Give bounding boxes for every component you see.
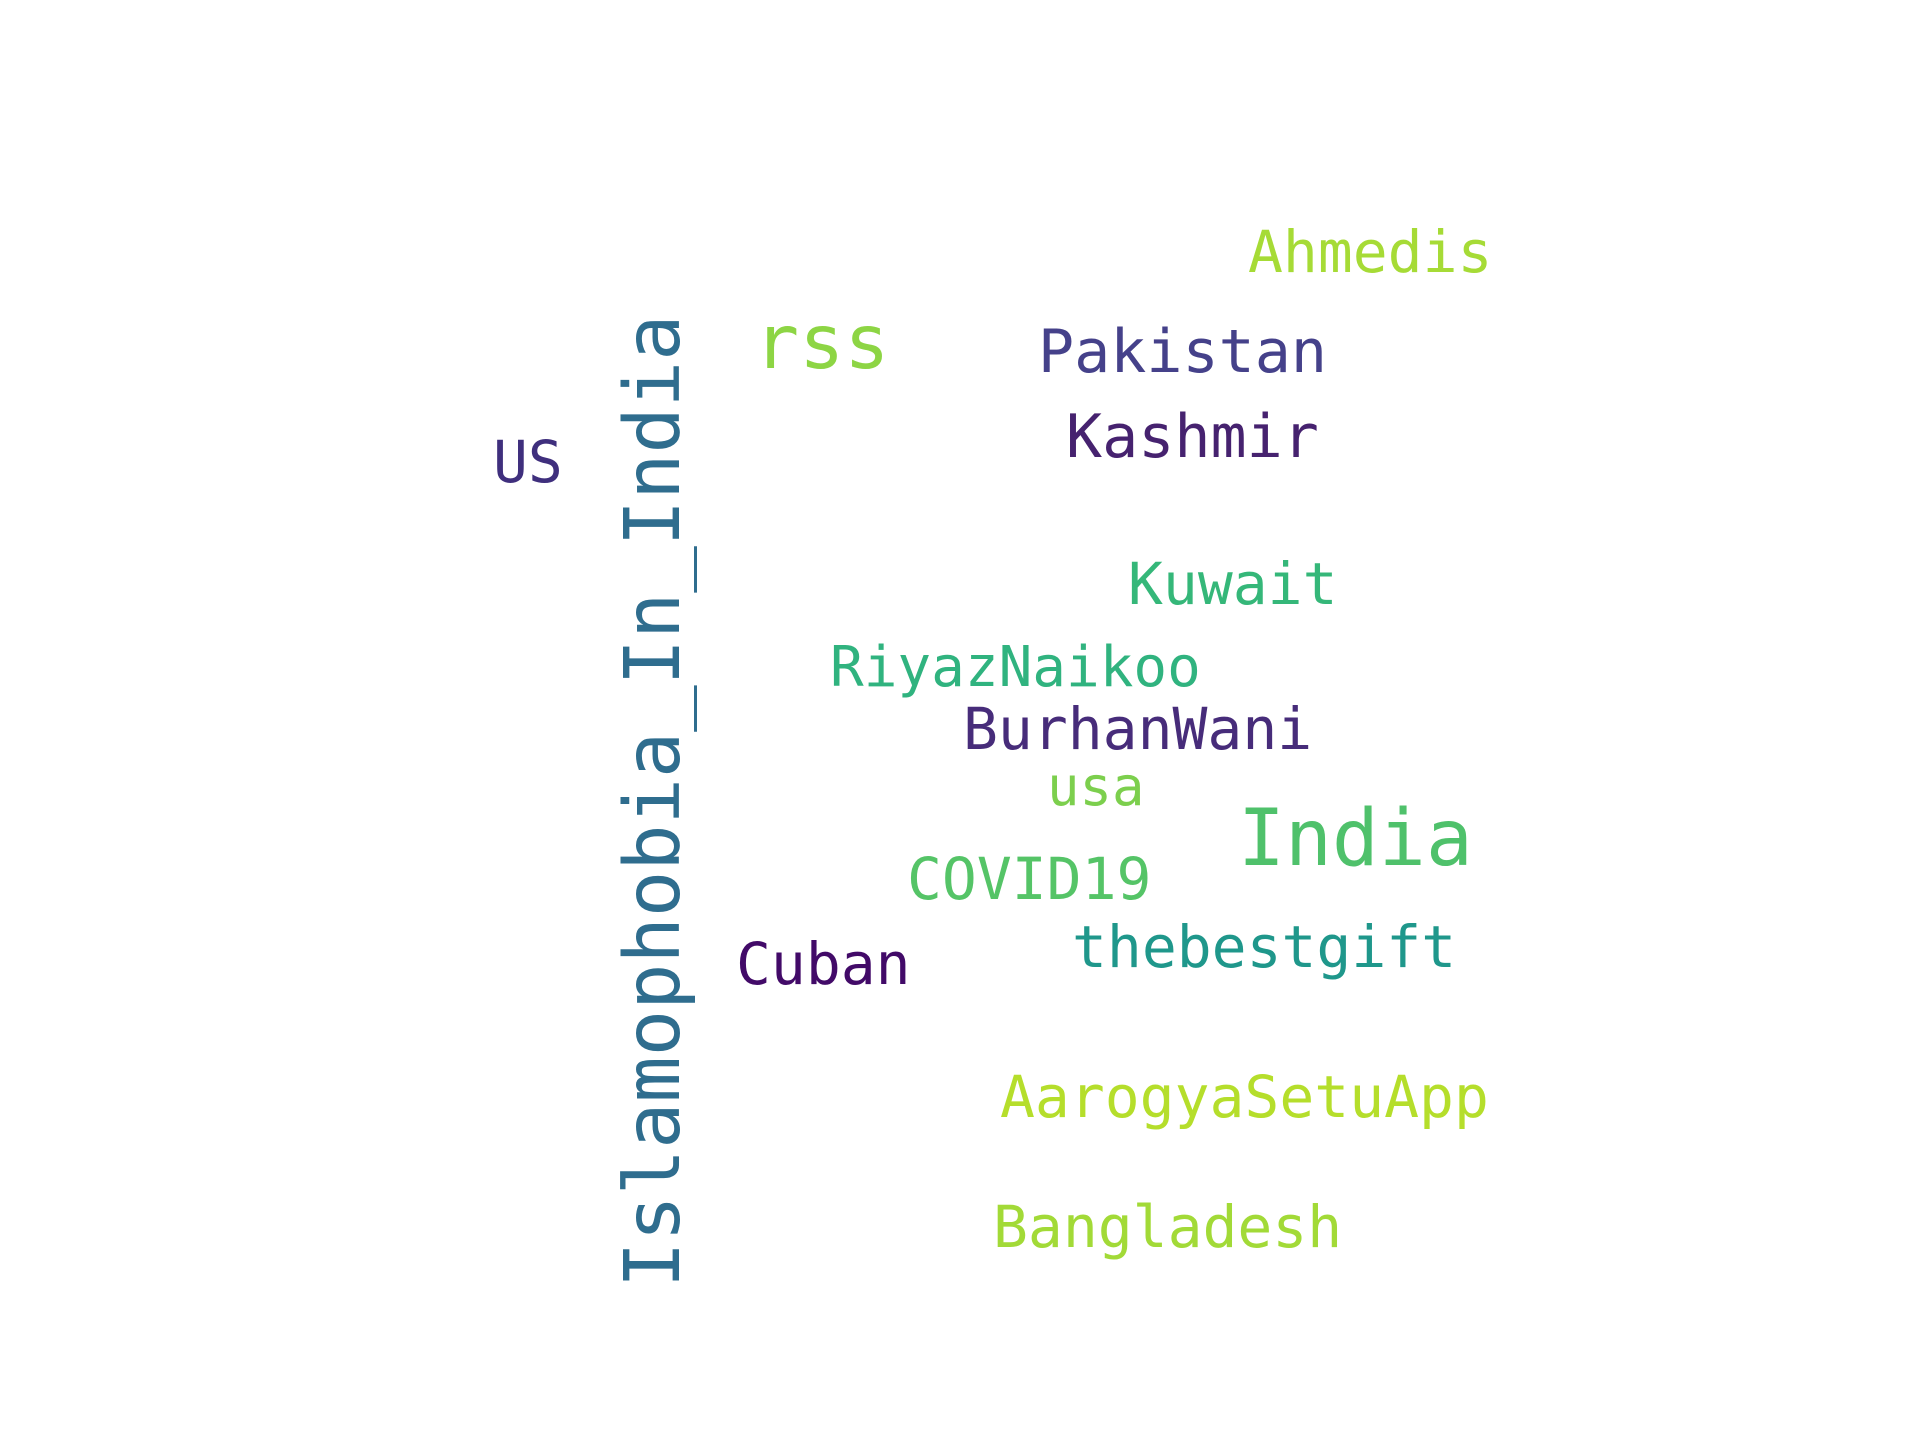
word-aarogyasetuapp: AarogyaSetuApp	[1000, 1063, 1489, 1131]
word-usa: usa	[1047, 755, 1145, 818]
word-cuban: Cuban	[736, 930, 911, 998]
word-thebestgift: thebestgift	[1072, 913, 1457, 981]
word-ahmedis: Ahmedis	[1248, 218, 1493, 286]
word-islamophobia-in-india: Islamophobia_In_India	[609, 314, 698, 1288]
word-bangladesh: Bangladesh	[993, 1193, 1343, 1261]
word-riyaznaikoo: RiyazNaikoo	[830, 635, 1201, 700]
word-burhanwani: BurhanWani	[963, 695, 1313, 763]
word-pakistan: Pakistan	[1038, 317, 1327, 387]
word-kuwait: Kuwait	[1128, 550, 1338, 618]
word-rss: rss	[754, 298, 890, 386]
word-covid19: COVID19	[907, 845, 1152, 913]
word-kashmir: Kashmir	[1066, 402, 1319, 472]
word-us: US	[493, 428, 563, 496]
word-india: India	[1238, 794, 1473, 884]
